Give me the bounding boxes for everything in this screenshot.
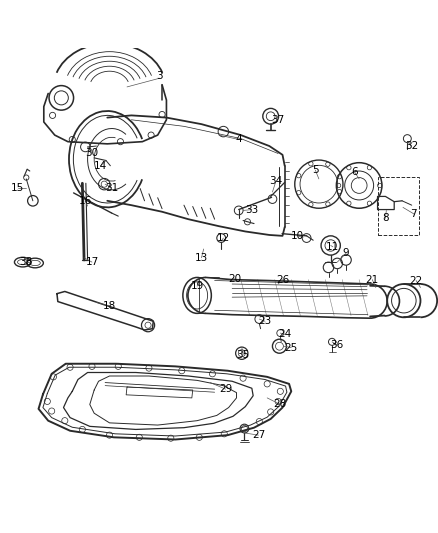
Text: 24: 24 — [278, 329, 291, 340]
Text: 26: 26 — [276, 274, 289, 285]
Text: 15: 15 — [11, 183, 24, 192]
Text: 38: 38 — [20, 257, 33, 267]
Text: 30: 30 — [85, 148, 99, 158]
Text: 6: 6 — [351, 167, 358, 177]
Text: 16: 16 — [79, 196, 92, 206]
Text: 23: 23 — [258, 316, 272, 326]
Text: 5: 5 — [312, 165, 319, 175]
Text: 34: 34 — [269, 176, 283, 186]
Text: 20: 20 — [228, 274, 241, 284]
Text: 7: 7 — [410, 209, 417, 219]
Text: 22: 22 — [410, 276, 423, 286]
Text: 17: 17 — [85, 257, 99, 267]
Text: 18: 18 — [103, 301, 116, 311]
Text: 32: 32 — [405, 141, 418, 151]
Text: 8: 8 — [382, 213, 389, 223]
Text: 29: 29 — [219, 384, 232, 394]
Bar — [378, 177, 419, 235]
Text: 33: 33 — [245, 205, 258, 215]
Text: 13: 13 — [195, 253, 208, 263]
Text: 25: 25 — [285, 343, 298, 352]
Text: 28: 28 — [274, 399, 287, 409]
Text: 19: 19 — [191, 281, 204, 291]
Text: 9: 9 — [343, 248, 350, 259]
Text: 35: 35 — [237, 350, 250, 360]
Text: 10: 10 — [291, 231, 304, 241]
Text: 37: 37 — [272, 115, 285, 125]
Text: 12: 12 — [217, 233, 230, 243]
Text: 3: 3 — [156, 71, 163, 81]
Text: 27: 27 — [252, 430, 265, 440]
Text: 14: 14 — [94, 161, 107, 171]
Text: 36: 36 — [331, 341, 344, 350]
Text: 31: 31 — [105, 183, 118, 192]
Text: 11: 11 — [326, 242, 339, 252]
Text: 21: 21 — [366, 274, 379, 285]
Text: 4: 4 — [235, 134, 242, 144]
